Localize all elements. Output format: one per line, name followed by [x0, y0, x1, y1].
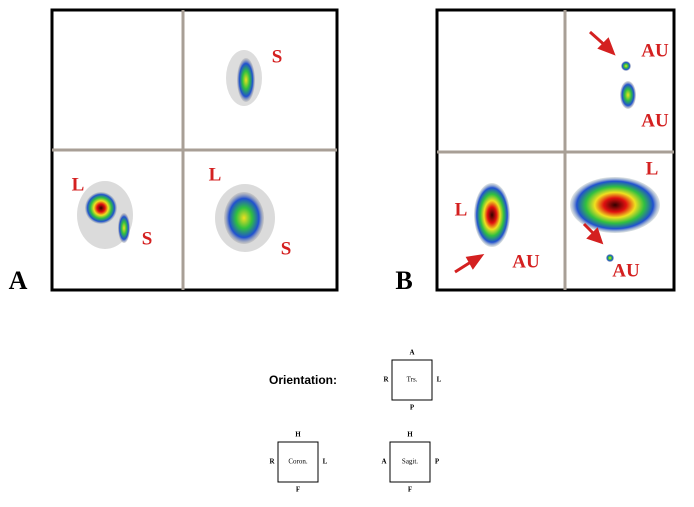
label: L	[455, 199, 468, 220]
label: L	[646, 158, 659, 179]
label: AU	[512, 251, 540, 272]
dir-left: R	[269, 458, 275, 466]
view-name: Coron.	[288, 458, 308, 466]
dir-left: R	[383, 376, 389, 384]
label: AU	[612, 260, 640, 281]
label: S	[142, 228, 153, 249]
label: L	[209, 164, 222, 185]
dir-bottom: F	[408, 486, 412, 494]
panel-a: S L S L S A	[9, 10, 337, 295]
uptake	[85, 192, 117, 224]
dir-bottom: F	[296, 486, 300, 494]
dir-top: H	[407, 431, 413, 439]
dir-bottom: P	[410, 404, 415, 412]
uptake	[224, 192, 264, 244]
uptake	[237, 58, 255, 102]
label: S	[272, 46, 283, 67]
dir-right: P	[435, 458, 440, 466]
panel-label: B	[395, 266, 412, 295]
figure: S L S L S A AU AU L L AU AU B Orientatio…	[0, 0, 694, 507]
orientation-title: Orientation:	[269, 373, 337, 387]
label: L	[72, 174, 85, 195]
dir-top: H	[295, 431, 301, 439]
label: AU	[641, 110, 669, 131]
dir-top: A	[409, 349, 414, 357]
dir-left: A	[381, 458, 386, 466]
panel-b: AU AU L L AU AU B	[395, 10, 674, 295]
label: S	[281, 238, 292, 259]
panel-label: A	[9, 266, 28, 295]
dir-right: L	[437, 376, 442, 384]
view-name: Trs.	[407, 376, 418, 384]
uptake	[118, 213, 130, 243]
frame	[437, 10, 674, 290]
label: AU	[641, 40, 669, 61]
uptake	[620, 81, 636, 109]
view-name: Sagit.	[402, 458, 418, 466]
uptake	[474, 183, 510, 247]
orientation: Orientation:	[269, 373, 337, 387]
dir-right: L	[323, 458, 328, 466]
uptake	[621, 61, 631, 71]
